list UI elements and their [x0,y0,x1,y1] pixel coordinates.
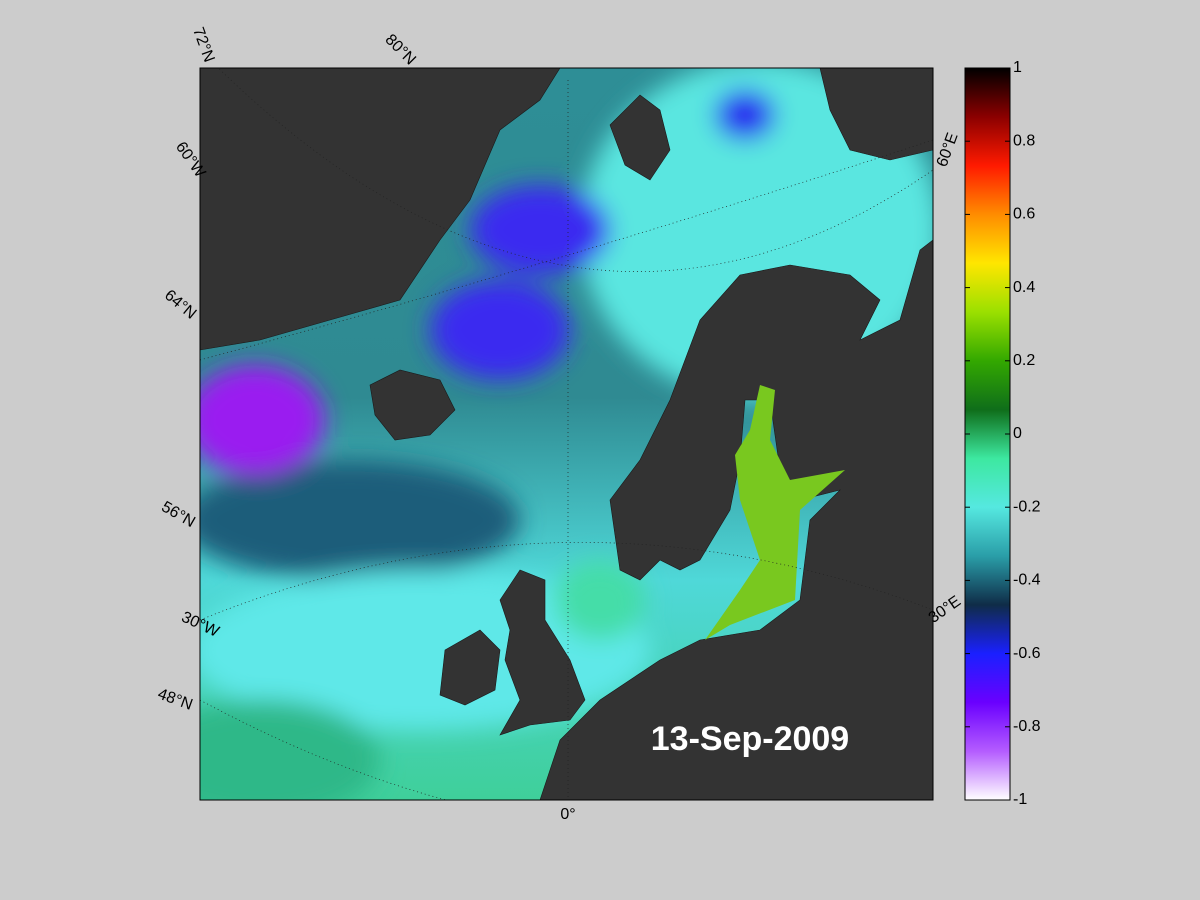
colorbar-tick-label: 0.2 [1013,352,1035,369]
date-label: 13-Sep-2009 [651,720,849,758]
iceland [369,369,456,441]
map [200,68,933,800]
great-britain [499,569,586,736]
graticule-label: 80°N [382,31,419,68]
colorbar-tick-label: 1 [1013,59,1022,76]
colorbar-tick-label: -0.6 [1013,645,1041,662]
graticule-label: 60°E [934,131,962,170]
greenland [200,68,561,351]
colorbar-tick-label: -0.2 [1013,498,1041,515]
colorbar-tick-label: 0 [1013,425,1022,442]
svalbard [609,94,671,181]
colorbar-tick-label: -0.8 [1013,718,1041,735]
kola-arctic [819,68,933,161]
graticule-label: 0° [560,806,575,823]
graticule-label: 64°N [161,287,199,323]
colorbar-tick-label: 0.8 [1013,132,1035,149]
colorbar-tick-label: -1 [1013,791,1027,808]
ireland [439,629,501,706]
colorbar [964,67,1011,801]
colorbar-tick-label: 0.6 [1013,206,1035,223]
scandinavia-russia [539,239,933,800]
graticule-label: 56°N [158,498,197,531]
colorbar-tick-label: 0.4 [1013,279,1035,296]
graticule-label: 72°N [189,25,217,64]
colorbar-tick-label: -0.4 [1013,572,1041,589]
map-frame [199,67,934,801]
graticule-label: 48°N [155,686,194,714]
baltic-sea [705,385,845,640]
